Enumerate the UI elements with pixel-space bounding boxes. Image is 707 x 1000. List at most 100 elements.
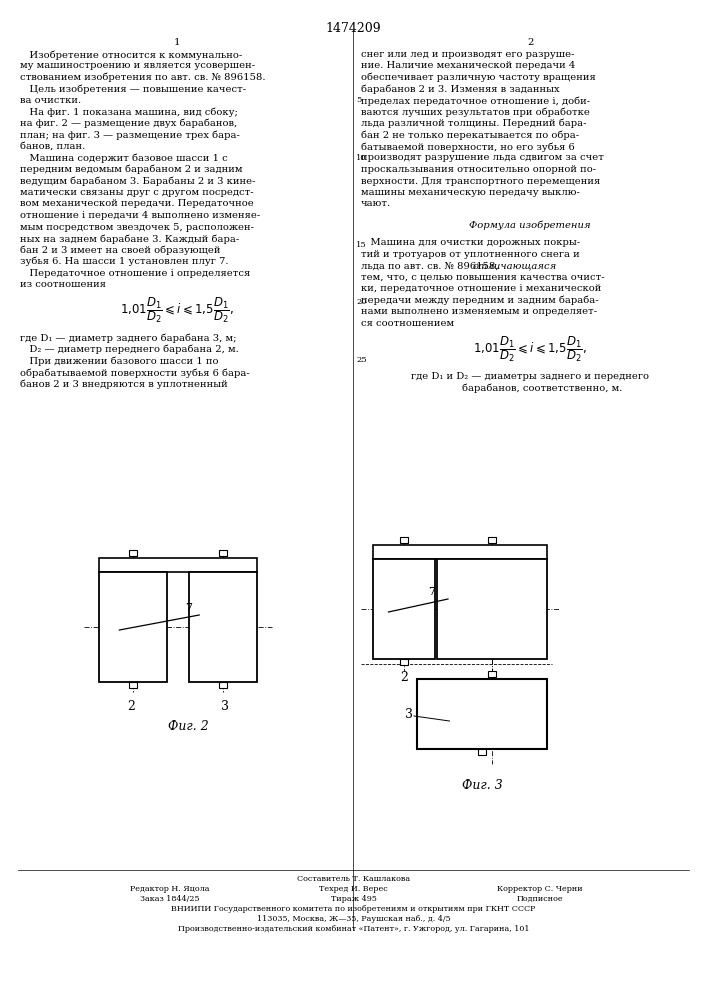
Text: на фиг. 2 — размещение двух барабанов,: на фиг. 2 — размещение двух барабанов, — [20, 119, 238, 128]
Text: 2: 2 — [400, 671, 408, 684]
Text: Производственно-издательский комбинат «Патент», г. Ужгород, ул. Гагарина, 101: Производственно-издательский комбинат «П… — [177, 925, 530, 933]
Text: ствованием изобретения по авт. св. № 896158.: ствованием изобретения по авт. св. № 896… — [20, 73, 266, 83]
Text: проскальзывания относительно опорной по-: проскальзывания относительно опорной по- — [361, 165, 596, 174]
Text: мым посредством звездочек 5, расположен-: мым посредством звездочек 5, расположен- — [20, 223, 254, 232]
Text: производят разрушение льда сдвигом за счет: производят разрушение льда сдвигом за сч… — [361, 153, 604, 162]
Text: пределах передаточное отношение i, доби-: пределах передаточное отношение i, доби- — [361, 96, 590, 105]
Text: Составитель Т. Кашлакова: Составитель Т. Кашлакова — [297, 875, 410, 883]
Bar — [400, 659, 408, 665]
Bar — [382, 564, 426, 655]
Text: Цель изобретения — повышение качест-: Цель изобретения — повышение качест- — [20, 85, 246, 94]
Text: отличающаяся: отличающаяся — [473, 261, 557, 270]
Text: банов 2 и 3 внедряются в уплотненный: банов 2 и 3 внедряются в уплотненный — [20, 379, 228, 389]
Text: обеспечивает различную частоту вращения: обеспечивает различную частоту вращения — [361, 73, 596, 83]
Text: Машина содержит базовое шасси 1 с: Машина содержит базовое шасси 1 с — [20, 153, 228, 163]
Text: ки, передаточное отношение i механической: ки, передаточное отношение i механическо… — [361, 284, 602, 293]
Text: передним ведомым барабаном 2 и задним: передним ведомым барабаном 2 и задним — [20, 165, 243, 174]
Text: тий и тротуаров от уплотненного снега и: тий и тротуаров от уплотненного снега и — [361, 250, 580, 259]
Bar — [446, 564, 538, 655]
Text: Фиг. 2: Фиг. 2 — [168, 720, 209, 733]
Text: 3: 3 — [221, 700, 229, 713]
Text: Корректор С. Черни: Корректор С. Черни — [497, 885, 583, 893]
Text: ва очистки.: ва очистки. — [20, 96, 81, 105]
Text: снег или лед и производят его разруше-: снег или лед и производят его разруше- — [361, 50, 575, 59]
Text: Тираж 495: Тираж 495 — [331, 895, 376, 903]
Bar — [129, 682, 137, 688]
Text: ваются лучших результатов при обработке: ваются лучших результатов при обработке — [361, 107, 590, 117]
Bar — [198, 577, 248, 678]
Text: 5: 5 — [356, 96, 361, 104]
Text: 7: 7 — [185, 603, 192, 613]
Text: 25: 25 — [356, 356, 367, 364]
Text: Машина для очистки дорожных покры-: Машина для очистки дорожных покры- — [361, 238, 580, 247]
Text: где D₁ — диаметр заднего барабана 3, м;: где D₁ — диаметр заднего барабана 3, м; — [20, 334, 237, 343]
Text: D₂ — диаметр переднего барабана 2, м.: D₂ — диаметр переднего барабана 2, м. — [20, 345, 239, 355]
Text: из соотношения: из соотношения — [20, 280, 106, 289]
Text: ных на заднем барабане 3. Каждый бара-: ных на заднем барабане 3. Каждый бара- — [20, 234, 239, 243]
Text: чают.: чают. — [361, 200, 391, 209]
Text: Подписное: Подписное — [517, 895, 563, 903]
Bar — [219, 550, 227, 556]
Text: 10: 10 — [356, 153, 367, 161]
Text: машины механическую передачу выклю-: машины механическую передачу выклю- — [361, 188, 580, 197]
Text: Передаточное отношение i определяется: Передаточное отношение i определяется — [20, 268, 250, 277]
Text: льда по авт. св. № 896158,: льда по авт. св. № 896158, — [361, 261, 502, 270]
Text: Заказ 1844/25: Заказ 1844/25 — [140, 895, 200, 903]
Text: батываемой поверхности, но его зубья 6: батываемой поверхности, но его зубья 6 — [361, 142, 575, 151]
Text: 1: 1 — [173, 38, 180, 47]
Bar — [437, 559, 547, 659]
Text: где D₁ и D₂ — диаметры заднего и переднего: где D₁ и D₂ — диаметры заднего и передне… — [411, 372, 649, 381]
Bar — [488, 537, 496, 543]
Text: $1{,}01\dfrac{D_1}{D_2}\leqslant i\leqslant 1{,}5\dfrac{D_1}{D_2},$: $1{,}01\dfrac{D_1}{D_2}\leqslant i\leqsl… — [119, 296, 233, 325]
Text: 15: 15 — [356, 241, 367, 249]
Text: отношение i передачи 4 выполнено изменяе-: отношение i передачи 4 выполнено изменяе… — [20, 211, 260, 220]
Text: план; на фиг. 3 — размещение трех бара-: план; на фиг. 3 — размещение трех бара- — [20, 130, 240, 140]
Text: ние. Наличие механической передачи 4: ние. Наличие механической передачи 4 — [361, 62, 575, 70]
Text: 113035, Москва, Ж—35, Раушская наб., д. 4/5: 113035, Москва, Ж—35, Раушская наб., д. … — [257, 915, 450, 923]
Bar — [108, 577, 158, 678]
Bar — [400, 537, 408, 543]
Text: На фиг. 1 показана машина, вид сбоку;: На фиг. 1 показана машина, вид сбоку; — [20, 107, 238, 117]
Text: Формула изобретения: Формула изобретения — [469, 221, 591, 231]
Text: При движении базового шасси 1 по: При движении базового шасси 1 по — [20, 357, 218, 366]
Text: нами выполнено изменяемым и определяет-: нами выполнено изменяемым и определяет- — [361, 307, 597, 316]
Text: 7: 7 — [428, 587, 435, 597]
Text: барабанов 2 и 3. Изменяя в заданных: барабанов 2 и 3. Изменяя в заданных — [361, 85, 560, 94]
Bar — [219, 682, 227, 688]
Text: 3: 3 — [405, 708, 413, 720]
Text: 20: 20 — [356, 298, 366, 306]
Text: бан 2 и 3 имеет на своей образующей: бан 2 и 3 имеет на своей образующей — [20, 245, 221, 255]
Text: передачи между передним и задним бараба-: передачи между передним и задним бараба- — [361, 296, 599, 305]
Text: ведущим барабаном 3. Барабаны 2 и 3 кине-: ведущим барабаном 3. Барабаны 2 и 3 кине… — [20, 176, 255, 186]
Text: 2: 2 — [527, 38, 533, 47]
Bar — [488, 671, 496, 677]
Bar — [373, 559, 435, 659]
Text: ся соотношением: ся соотношением — [361, 319, 454, 328]
Text: бан 2 не только перекатывается по обра-: бан 2 не только перекатывается по обра- — [361, 130, 579, 140]
Text: льда различной толщины. Передний бара-: льда различной толщины. Передний бара- — [361, 119, 587, 128]
Text: Изобретение относится к коммунально-: Изобретение относится к коммунально- — [20, 50, 243, 60]
Text: барабанов, соответственно, м.: барабанов, соответственно, м. — [438, 384, 623, 393]
Text: зубья 6. На шасси 1 установлен плуг 7.: зубья 6. На шасси 1 установлен плуг 7. — [20, 257, 228, 266]
Text: Фиг. 3: Фиг. 3 — [462, 779, 503, 792]
Bar — [189, 572, 257, 682]
Text: вом механической передачи. Передаточное: вом механической передачи. Передаточное — [20, 200, 254, 209]
Text: матически связаны друг с другом посредст-: матически связаны друг с другом посредст… — [20, 188, 254, 197]
Text: 2: 2 — [127, 700, 135, 713]
Bar — [99, 572, 167, 682]
Bar — [99, 558, 257, 572]
Text: верхности. Для транспортного перемещения: верхности. Для транспортного перемещения — [361, 176, 600, 186]
Text: $1{,}01\dfrac{D_1}{D_2}\leqslant i\leqslant 1{,}5\dfrac{D_1}{D_2},$: $1{,}01\dfrac{D_1}{D_2}\leqslant i\leqsl… — [473, 334, 587, 364]
Text: банов, план.: банов, план. — [20, 142, 86, 151]
Text: Редактор Н. Яцола: Редактор Н. Яцола — [130, 885, 210, 893]
Bar — [129, 550, 137, 556]
Text: 1474209: 1474209 — [326, 22, 381, 35]
Text: тем, что, с целью повышения качества очист-: тем, что, с целью повышения качества очи… — [361, 273, 604, 282]
Bar — [478, 749, 486, 755]
Text: Техред И. Верес: Техред И. Верес — [319, 885, 388, 893]
Text: ВНИИПИ Государственного комитета по изобретениям и открытиям при ГКНТ СССР: ВНИИПИ Государственного комитета по изоб… — [171, 905, 536, 913]
Text: му машиностроению и является усовершен-: му машиностроению и является усовершен- — [20, 62, 255, 70]
Bar — [417, 679, 547, 749]
Text: обрабатываемой поверхности зубья 6 бара-: обрабатываемой поверхности зубья 6 бара- — [20, 368, 250, 377]
Bar — [373, 545, 547, 559]
